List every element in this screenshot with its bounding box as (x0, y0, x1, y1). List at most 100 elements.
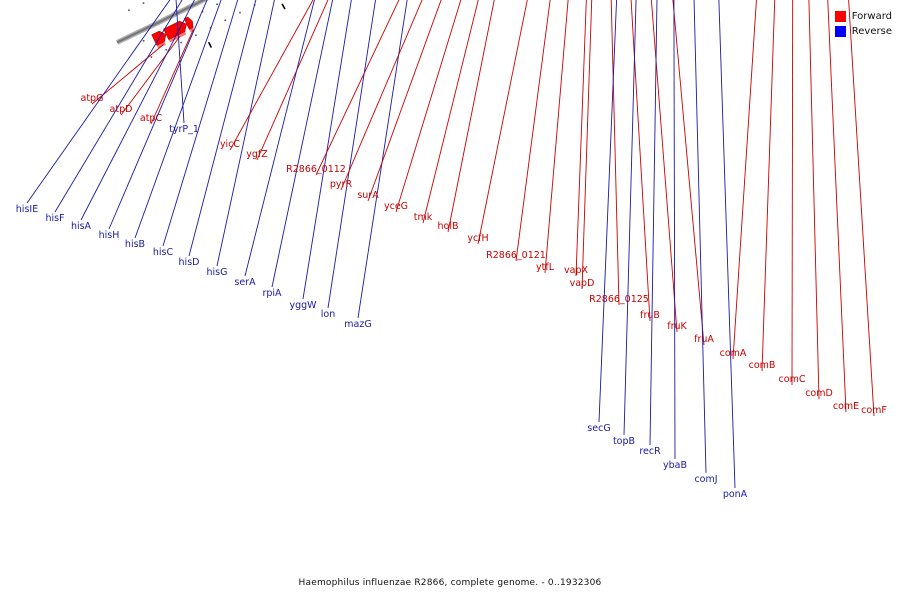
gene-leader-line (80, 0, 195, 221)
gene-leader-line (162, 0, 239, 247)
gene-ytfl: ytfL (536, 0, 569, 274)
gene-label: hisB (125, 239, 145, 250)
gene-leader-line (610, 0, 620, 306)
gene-hisa: hisA (71, 0, 195, 232)
gene-leader-line (650, 0, 678, 333)
gene-label: recR (639, 446, 661, 457)
gene-label: hisD (179, 257, 200, 268)
gene-label: surA (357, 190, 379, 201)
gene-vapd: vapD (570, 0, 595, 290)
gene-label: fruA (694, 334, 714, 345)
gene-leader-line (515, 0, 551, 262)
gene-leader-line (26, 0, 171, 204)
gene-label: hisG (207, 267, 228, 278)
gene-label: ponA (723, 489, 748, 500)
legend: Forward Reverse (834, 9, 892, 39)
gene-label: ytfL (536, 262, 555, 273)
gene-r2866-0112: R2866_0112 (286, 0, 400, 176)
gene-label: yggW (289, 300, 317, 311)
gene-vapx: vapX (564, 0, 588, 277)
gene-recr: recR (639, 0, 661, 457)
scale-dot (216, 3, 227, 21)
tick-105kbp: 105 kbp (281, 3, 286, 10)
legend-forward: Forward (834, 9, 892, 24)
gene-leader-line (367, 0, 442, 202)
gene-leader-line (395, 0, 462, 213)
gene-leader-line (630, 0, 651, 322)
gene-yicc: yicC (220, 0, 314, 151)
gene-label: R2866_0112 (286, 164, 346, 175)
forward-swatch-icon (834, 11, 846, 22)
gene-label: hisA (71, 221, 92, 232)
gene-leader-line (598, 0, 618, 423)
gene-frua: fruA (672, 0, 714, 346)
gene-yggw: yggW (289, 0, 352, 311)
gene-rpia: rpiA (262, 0, 334, 299)
gene-leader-line (761, 0, 776, 372)
gene-r2866-0125: R2866_0125 (589, 0, 649, 306)
gene-leader-line (302, 0, 352, 300)
gene-leader-line (544, 0, 569, 274)
gene-leader-line (54, 0, 183, 213)
gene-label: comD (805, 388, 833, 399)
gene-leader-line (357, 0, 408, 319)
gene-label: tyrP_1 (169, 124, 199, 135)
gene-leader-line (120, 36, 181, 116)
gene-label: vapX (564, 265, 588, 276)
gene-holb: holB (438, 0, 495, 233)
gene-leader-line (422, 0, 479, 224)
gene-label: comE (833, 401, 859, 412)
gene-label: vapD (570, 278, 595, 289)
gene-leader-line (175, 0, 185, 124)
gene-leader-line (673, 0, 676, 460)
genome-caption: Haemophilus influenzae R2866, complete g… (298, 578, 602, 588)
gene-leader-line (447, 0, 495, 233)
gene-frub: fruB (630, 0, 660, 322)
gene-label: comJ (694, 474, 717, 485)
gene-label: comA (720, 348, 747, 359)
gene-label: atpG (81, 93, 104, 104)
gene-ygfz: ygfZ (246, 0, 329, 161)
gene-leader-line (575, 0, 587, 277)
gene-hisie: hisIE (16, 0, 171, 215)
gene-leader-line (791, 0, 794, 386)
scale-dot (128, 9, 153, 58)
gene-comf: comF (848, 0, 887, 417)
gene-ycfh: ycfH (467, 0, 528, 245)
gene-hisg: hisG (207, 0, 275, 278)
gene-leader-line (134, 0, 222, 239)
gene-atpc: atpC (140, 16, 195, 125)
gene-label: mazG (344, 319, 371, 330)
gene-leader-line (229, 0, 314, 151)
scale-dot (239, 11, 241, 14)
gene-hisc: hisC (153, 0, 239, 258)
gene-tmk: tmk (414, 0, 479, 224)
gene-label: ybaB (663, 460, 687, 471)
gene-label: fruB (640, 310, 660, 321)
tick-100kbp: 100 kbp (207, 41, 213, 48)
gene-label: hisF (45, 213, 64, 224)
gene-hisd: hisD (179, 0, 257, 268)
gene-hish: hisH (99, 0, 208, 241)
gene-label: lon (321, 309, 335, 320)
gene-label: hisH (99, 230, 120, 241)
gene-hisf: hisF (45, 0, 183, 224)
gene-lon: lon (321, 0, 376, 320)
gene-leader-line (581, 0, 593, 290)
gene-comc: comC (779, 0, 806, 386)
gene-label: rpiA (262, 288, 282, 299)
gene-leader-line (718, 0, 736, 489)
gene-leader-line (216, 0, 275, 267)
legend-reverse-label: Reverse (851, 26, 892, 37)
gene-comb: comB (749, 0, 776, 372)
gene-label: R2866_0121 (486, 250, 546, 261)
gene-label: hisC (153, 247, 174, 258)
gene-leader-line (150, 29, 194, 125)
gene-label: topB (613, 436, 635, 447)
gene-pyrr: pyrR (330, 0, 423, 191)
gene-label: atpD (110, 104, 133, 115)
gene-label: secG (587, 423, 610, 434)
gene-coma: comA (720, 0, 757, 360)
gene-comd: comD (805, 0, 833, 400)
